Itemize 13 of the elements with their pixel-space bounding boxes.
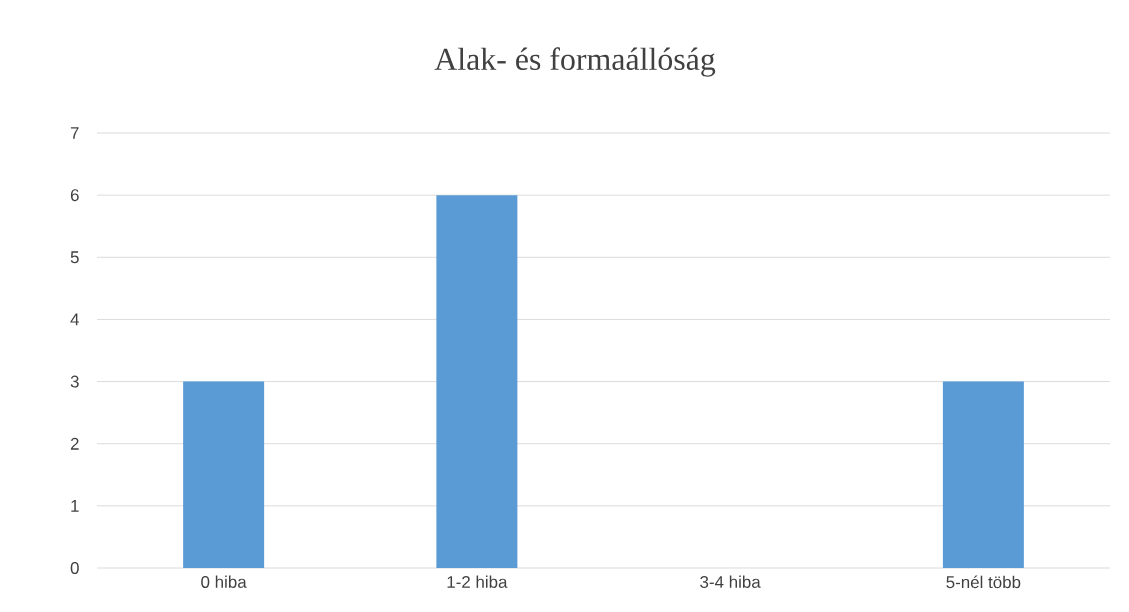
x-tick-label: 1-2 hiba	[447, 575, 508, 588]
y-tick-label: 4	[70, 313, 79, 326]
y-tick-label: 7	[70, 127, 79, 139]
y-tick-label: 5	[70, 251, 79, 264]
x-tick-label: 0 hiba	[201, 575, 247, 588]
x-tick-label: 3-4 hiba	[700, 575, 761, 588]
x-tick-label: 5-nél több	[946, 575, 1021, 589]
y-tick-label: 1	[71, 500, 79, 512]
chart-title: Alak- és formaállóság	[434, 47, 716, 77]
y-tick-label: 3	[70, 375, 79, 388]
y-tick-label: 2	[70, 437, 79, 450]
y-tick-label: 6	[70, 189, 79, 202]
y-tick-label: 0	[70, 562, 79, 574]
